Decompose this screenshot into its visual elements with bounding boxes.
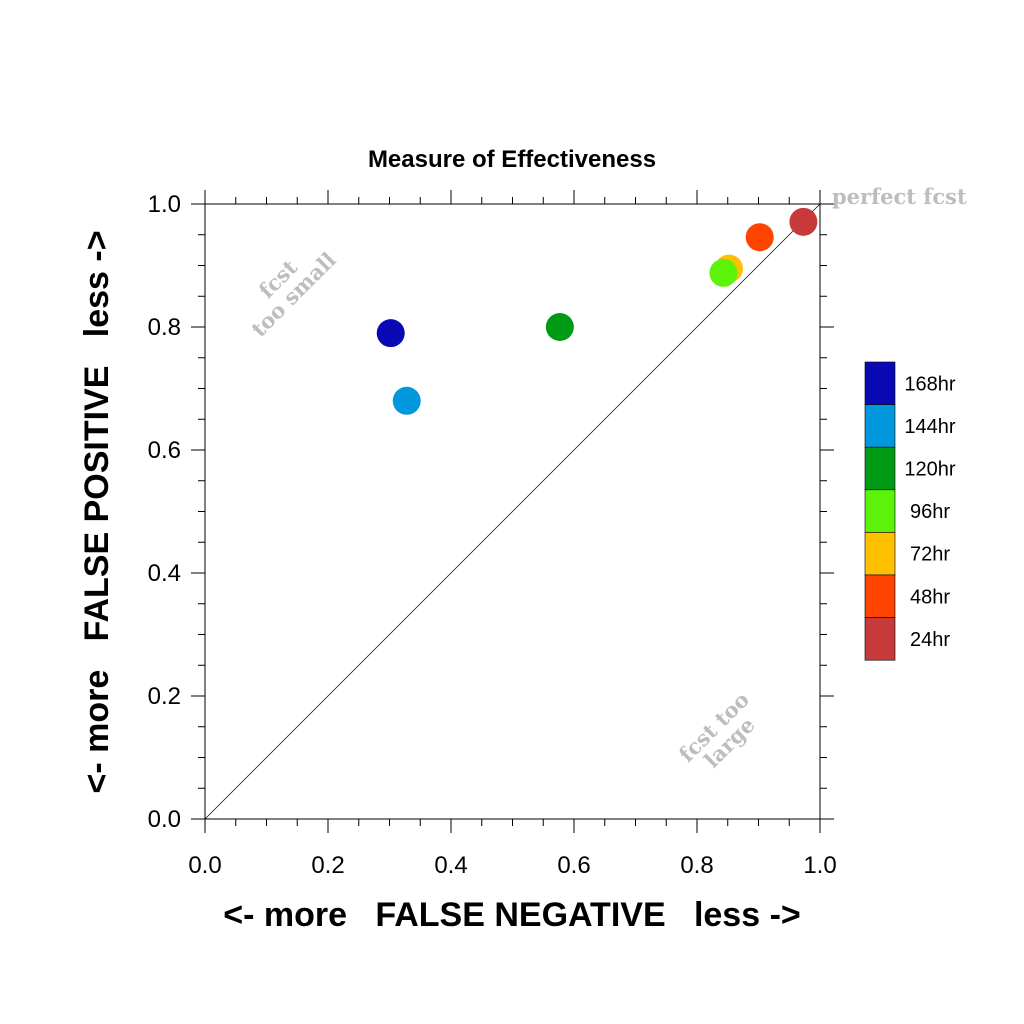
legend-swatch-96hr (864, 489, 896, 533)
diagonal-reference-line (204, 203, 821, 820)
y-tick-label: 1.0 (148, 191, 181, 218)
legend-label-48hr: 48hr (910, 586, 950, 608)
legend-swatch-120hr (864, 446, 896, 491)
legend-label-168hr: 168hr (904, 373, 955, 395)
point-144hr (392, 386, 421, 415)
annotation-perfect-fcst: perfect fcst (832, 184, 967, 209)
legend-label-96hr: 96hr (910, 501, 950, 523)
legend-label-24hr: 24hr (910, 629, 950, 651)
y-tick-label: 0.6 (148, 437, 181, 464)
legend-swatch-168hr (864, 361, 896, 405)
point-96hr (709, 258, 738, 287)
x-tick-label: 0.0 (188, 852, 221, 879)
x-tick-label: 1.0 (803, 852, 836, 879)
chart-title: Measure of Effectiveness (368, 146, 656, 173)
legend-swatch-72hr (864, 532, 896, 576)
point-120hr (545, 313, 574, 341)
y-tick-label: 0.8 (148, 314, 181, 341)
point-168hr (376, 319, 405, 348)
legend-label-120hr: 120hr (904, 459, 955, 481)
annotation-fcst-too-large: fcst too large (674, 687, 760, 773)
y-tick-label: 0.2 (148, 683, 181, 710)
x-tick-label: 0.8 (680, 852, 713, 879)
y-axis-label: <- more FALSE POSITIVE less -> (78, 230, 116, 793)
annotation-fcst-too-small: fcst too small (246, 247, 341, 342)
x-tick-label: 0.4 (434, 852, 467, 879)
x-axis-label: <- more FALSE NEGATIVE less -> (223, 896, 801, 934)
legend-swatch-144hr (864, 404, 896, 448)
legend-label-72hr: 72hr (910, 544, 950, 566)
legend-swatch-24hr (864, 617, 896, 661)
y-tick-label: 0.4 (148, 560, 181, 587)
axis-ticks: 0.0 0.2 0.4 0.6 0.8 1.0 0.0 0.2 0.4 0.6 0.8 1.0 (148, 190, 837, 879)
x-tick-label: 0.2 (311, 852, 344, 879)
y-tick-label: 0.0 (148, 806, 181, 833)
point-24hr (789, 207, 818, 236)
annotation-too-small-line2: too small (246, 247, 341, 342)
legend-swatch-48hr (864, 574, 896, 618)
legend-label-144hr: 144hr (904, 416, 955, 438)
legend: 168hr 144hr 120hr 96hr 72hr 48hr 24hr (864, 361, 956, 661)
x-tick-label: 0.6 (557, 852, 590, 879)
data-points (376, 207, 818, 415)
point-48hr (745, 223, 774, 252)
